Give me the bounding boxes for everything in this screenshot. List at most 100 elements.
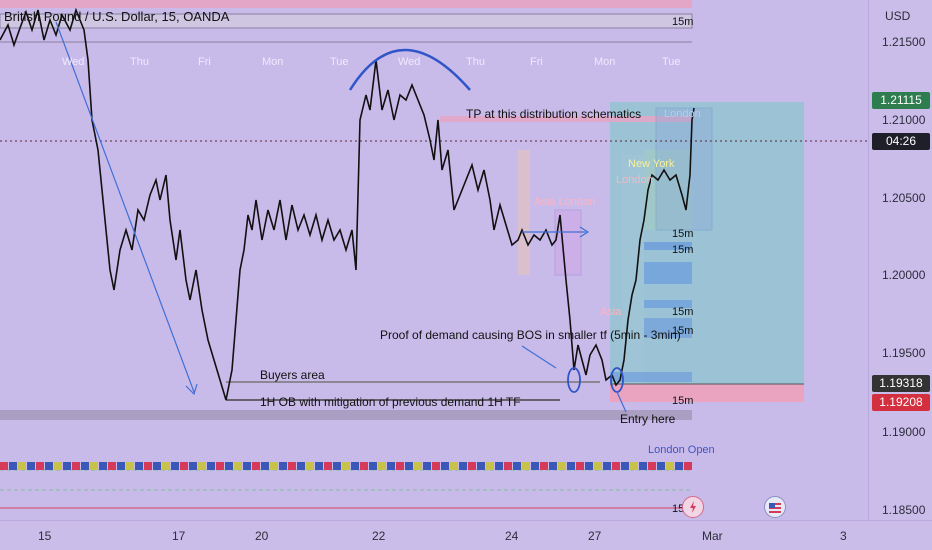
timeframe-label: 15m (672, 228, 694, 240)
session-block (522, 462, 530, 470)
time-tick: 24 (505, 529, 519, 543)
price-chart[interactable] (0, 0, 868, 520)
order-block-label[interactable]: 1H OB with mitigation of previous demand… (260, 395, 521, 409)
session-block (324, 462, 332, 470)
session-block (243, 462, 251, 470)
symbol-title[interactable]: British Pound / U.S. Dollar, 15, OANDA (4, 9, 230, 24)
price-tick: 1.19000 (882, 425, 926, 439)
price-axis[interactable]: USD 1.21500 1.21000 1.20500 1.20000 1.19… (868, 0, 932, 520)
session-block (468, 462, 476, 470)
current-price-badge: 1.21115 (872, 92, 930, 109)
distribution-zone (440, 116, 692, 122)
session-label: Asia London (534, 196, 596, 208)
timeframe-label: 15m (672, 325, 694, 337)
weekday-label: Wed (62, 56, 85, 68)
weekday-label: Mon (262, 56, 284, 68)
session-block (576, 462, 584, 470)
loss-zone[interactable] (610, 384, 804, 402)
session-block (234, 462, 242, 470)
price-tick: 1.21000 (882, 113, 926, 127)
session-block (270, 462, 278, 470)
session-block (297, 462, 305, 470)
price-tick: 1.18500 (882, 503, 926, 517)
session-block (306, 462, 314, 470)
session-block (333, 462, 341, 470)
session-block (36, 462, 44, 470)
session-block (99, 462, 107, 470)
time-axis[interactable]: 15 17 20 22 24 27 Mar 3 (0, 520, 932, 550)
trend-arrow (55, 21, 195, 393)
session-block (585, 462, 593, 470)
demand-circle (567, 367, 581, 393)
tp-annotation[interactable]: TP at this distribution schematics (466, 107, 642, 121)
resistance-zone-top (0, 0, 692, 8)
session-block (0, 462, 8, 470)
session-block (153, 462, 161, 470)
session-strip (0, 462, 692, 470)
demand-zone (0, 410, 692, 420)
session-block (180, 462, 188, 470)
session-block (171, 462, 179, 470)
blue-zone (644, 300, 692, 308)
buyers-area-label[interactable]: Buyers area (260, 368, 325, 382)
session-block (369, 462, 377, 470)
session-block (567, 462, 575, 470)
session-block (261, 462, 269, 470)
time-tick: 3 (840, 529, 847, 543)
session-block (162, 462, 170, 470)
blue-zone (610, 372, 692, 382)
session-block (657, 462, 665, 470)
session-block (117, 462, 125, 470)
stop-badge: 1.19208 (872, 394, 930, 411)
currency-label: USD (885, 9, 911, 23)
arrow-head (185, 383, 198, 396)
flash-icon[interactable] (682, 496, 704, 518)
timeframe-label: 15m (672, 16, 694, 28)
session-block (9, 462, 17, 470)
timeframe-label: 15m (672, 244, 694, 256)
session-block (594, 462, 602, 470)
entry-arrow (616, 391, 627, 413)
session-block (72, 462, 80, 470)
time-tick: 27 (588, 529, 602, 543)
session-block (504, 462, 512, 470)
profit-zone[interactable] (610, 102, 804, 384)
session-block (54, 462, 62, 470)
session-block (225, 462, 233, 470)
demand-annotation[interactable]: Proof of demand causing BOS in smaller t… (380, 328, 681, 342)
session-block (189, 462, 197, 470)
session-block (360, 462, 368, 470)
resistance-zone (0, 13, 693, 29)
session-block (144, 462, 152, 470)
weekday-label: Wed (398, 56, 421, 68)
session-block (459, 462, 467, 470)
session-block (288, 462, 296, 470)
session-block (630, 462, 638, 470)
session-block (603, 462, 611, 470)
time-tick: 20 (255, 529, 269, 543)
time-tick: 22 (372, 529, 386, 543)
weekday-label: Thu (466, 56, 485, 68)
weekday-label: Fri (198, 56, 211, 68)
arrow-head (579, 226, 590, 238)
session-block (27, 462, 35, 470)
time-tick: Mar (702, 529, 723, 543)
session-block (423, 462, 431, 470)
session-block (495, 462, 503, 470)
session-block (513, 462, 521, 470)
us-flag-icon[interactable] (764, 496, 786, 518)
timeframe-label: 15m (672, 306, 694, 318)
session-block (684, 462, 692, 470)
distribution-box (655, 107, 713, 231)
weekday-label: Fri (530, 56, 543, 68)
session-block (387, 462, 395, 470)
price-tick: 1.19500 (882, 346, 926, 360)
price-tick: 1.20000 (882, 268, 926, 282)
price-tick: 1.20500 (882, 191, 926, 205)
session-block (432, 462, 440, 470)
timeframe-label: 15m (672, 395, 694, 407)
entry-label[interactable]: Entry here (620, 412, 676, 426)
session-block (216, 462, 224, 470)
session-block (108, 462, 116, 470)
